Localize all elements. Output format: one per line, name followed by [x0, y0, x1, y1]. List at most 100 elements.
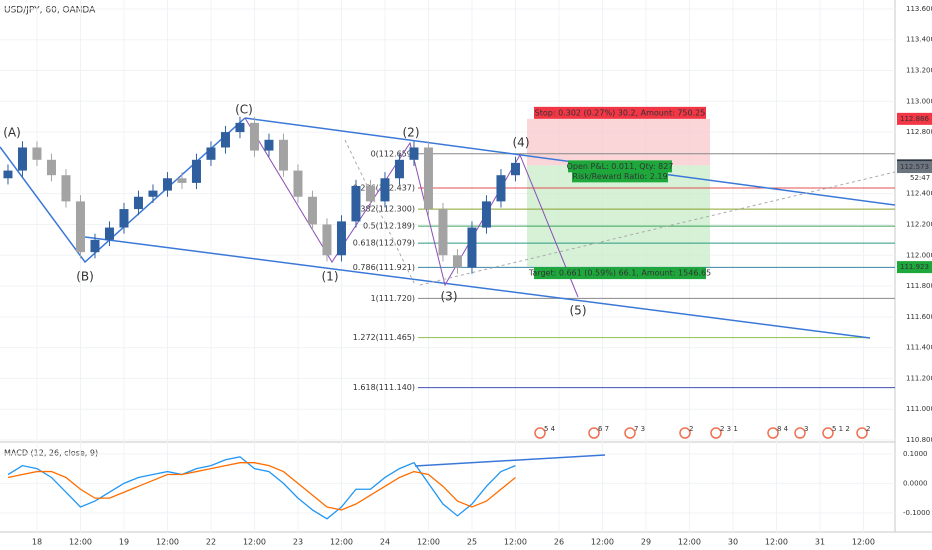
candle-body	[481, 201, 491, 228]
x-tick-label: 12:00	[69, 538, 92, 547]
rr-label-bg	[572, 170, 668, 183]
candle-body	[307, 196, 317, 225]
x-tick-label: 12:00	[852, 538, 875, 547]
candle-body	[235, 122, 245, 133]
target-label-bg	[534, 267, 706, 280]
y-tick-label: 0.0000	[903, 479, 928, 487]
y-tick-label: 111.000	[906, 405, 932, 413]
y-tick-label: 111.600	[906, 313, 932, 321]
macd-line	[7, 456, 516, 520]
candle-body	[264, 139, 274, 151]
y-tick-label: 110.800	[906, 436, 932, 444]
wave-label: (2)	[403, 126, 420, 140]
event-icon	[794, 427, 806, 439]
candle-body	[365, 185, 375, 202]
x-tick-label: 19	[119, 538, 129, 547]
x-tick-label: 18	[32, 538, 42, 547]
y-tick-label: 112.200	[906, 220, 932, 228]
candle-body	[104, 227, 114, 240]
y-tick-label: 0.1000	[903, 450, 928, 458]
x-tick-label: 26	[554, 538, 564, 547]
event-label: 8 4	[777, 425, 789, 433]
event-label: 5 4	[544, 425, 556, 433]
x-tick-label: 23	[293, 538, 303, 547]
candle-body	[32, 147, 42, 160]
wave-label: (B)	[76, 270, 94, 284]
candle-body	[423, 147, 433, 210]
candle-body	[133, 196, 143, 210]
chart-title: USD/JPY, 60, OANDA	[4, 6, 96, 16]
fib-label: 1.618(111.140)	[353, 383, 415, 392]
x-tick-label: 12:00	[678, 538, 701, 547]
candle-body	[452, 255, 462, 268]
fib-label: 0(112.659)	[371, 149, 415, 158]
candle-body	[90, 239, 100, 253]
candle-body	[322, 224, 332, 256]
dashed-guide	[344, 139, 416, 286]
y-tick-label: 113.400	[906, 36, 932, 44]
candle-body	[380, 178, 390, 202]
countdown: 52:47	[910, 174, 930, 182]
channel-lower	[84, 236, 871, 339]
candle-body	[351, 185, 361, 222]
price-tag-bg	[897, 261, 932, 274]
stop-label-bg	[534, 106, 706, 119]
trend-line	[0, 117, 246, 264]
fib-label: 0.5(112.189)	[363, 222, 415, 231]
candle-body	[177, 178, 187, 183]
pnl-label: Open P&L: 0.011, Qty: 827	[567, 162, 674, 171]
candle-body	[249, 122, 259, 151]
y-tick-label: 112.800	[906, 128, 932, 136]
macd-trend-line	[414, 454, 606, 467]
x-tick-label: 12:00	[417, 538, 440, 547]
event-label: 3	[804, 425, 808, 433]
candle-body	[17, 147, 27, 171]
x-tick-label: 12:00	[504, 538, 527, 547]
stop-label: Stop: 0.302 (0.27%) 30.2, Amount: 750.25	[535, 108, 706, 117]
x-tick-label: 12:00	[243, 538, 266, 547]
candle-body	[496, 175, 506, 202]
event-label: 2	[689, 425, 693, 433]
event-icon	[856, 427, 868, 439]
fib-label: 1(111.720)	[371, 294, 415, 303]
fib-label: 1.272(111.465)	[353, 333, 415, 342]
event-label: 2	[866, 425, 870, 433]
price-tag: 112.573	[900, 163, 929, 171]
fib-label: 0.382(112.300)	[353, 205, 415, 214]
x-tick-label: 30	[728, 538, 738, 547]
x-tick-label: 29	[641, 538, 651, 547]
wave-label: (1)	[322, 270, 339, 284]
wave-path	[244, 117, 579, 298]
candle-body	[119, 209, 129, 228]
candle-body	[148, 190, 158, 197]
wave-label: (4)	[513, 136, 530, 150]
y-tick-label: 111.400	[906, 344, 932, 352]
target-label: Target: 0.661 (0.59%) 66.1, Amount: 1546…	[528, 269, 711, 278]
candle-body	[293, 170, 303, 197]
x-tick-label: 25	[467, 538, 477, 547]
candle-body	[438, 209, 448, 256]
wave-label: (A)	[3, 126, 21, 140]
candle-body	[510, 162, 520, 176]
pnl-label-bg	[568, 160, 672, 173]
y-tick-label: 112.000	[906, 251, 932, 259]
candle-body	[61, 175, 71, 202]
event-icon	[679, 427, 691, 439]
event-label: 6 7	[598, 425, 609, 433]
candle-body	[75, 201, 85, 253]
event-icon	[822, 427, 834, 439]
y-tick-label: 113.200	[906, 67, 932, 75]
price-tag: 112.886	[900, 115, 929, 123]
candle-body	[336, 221, 346, 256]
stop-zone	[527, 118, 710, 166]
macd-line	[7, 462, 516, 511]
candle-body	[278, 139, 288, 171]
y-tick-label: 111.200	[906, 374, 932, 382]
event-label: 5 1 2	[832, 425, 850, 433]
price-tag-bg	[897, 161, 932, 174]
y-tick-label: 112.400	[906, 190, 932, 198]
rr-label: Risk/Reward Ratio: 2.19	[572, 172, 667, 181]
price-tag-bg	[897, 112, 932, 125]
wave-label: (C)	[235, 103, 253, 117]
